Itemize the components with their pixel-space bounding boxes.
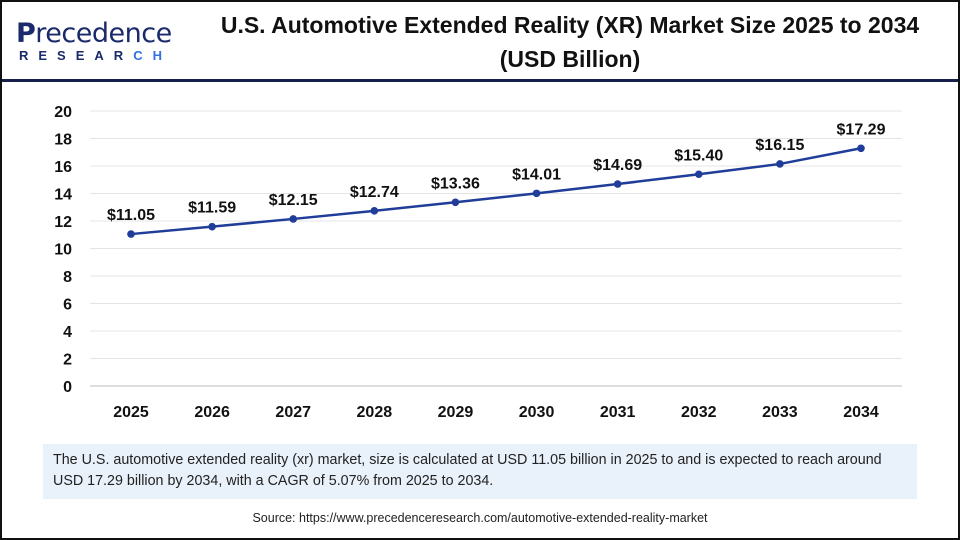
data-label: $12.15	[269, 192, 318, 209]
data-point	[127, 230, 135, 238]
logo-wordmark: Precedence	[16, 18, 172, 49]
data-label: $11.05	[107, 207, 155, 224]
y-tick-label: 2	[63, 352, 72, 369]
y-tick-label: 12	[54, 214, 72, 231]
source-text: Source: https://www.precedenceresearch.c…	[252, 511, 708, 525]
data-label: $16.15	[755, 137, 804, 154]
x-tick-label: 2028	[357, 404, 393, 421]
data-label: $14.69	[593, 157, 642, 174]
y-tick-label: 20	[54, 104, 72, 121]
series-line	[130, 147, 862, 236]
logo-subtitle: RESEARCH	[19, 48, 172, 63]
y-tick-label: 16	[54, 159, 72, 176]
x-tick-label: 2026	[194, 404, 230, 421]
y-tick-label: 14	[54, 187, 72, 204]
chart-description: The U.S. automotive extended reality (xr…	[43, 444, 917, 499]
precedence-research-logo: Precedence RESEARCH	[16, 18, 172, 65]
y-tick-label: 6	[63, 297, 72, 314]
data-point	[289, 215, 298, 223]
x-tick-label: 2034	[843, 404, 879, 421]
y-tick-label: 0	[63, 379, 72, 396]
x-tick-label: 2032	[681, 404, 717, 421]
data-point	[776, 160, 784, 168]
data-label: $12.74	[350, 184, 399, 201]
data-point	[532, 189, 541, 198]
data-label: $14.01	[512, 166, 561, 183]
x-tick-label: 2030	[519, 404, 555, 421]
data-point	[208, 222, 216, 231]
line-chart: 0 2 4 6 8 10 12 14 16 18 20 2025 2026 2027 2028 2029 203…	[54, 104, 902, 421]
y-tick-label: 8	[63, 269, 72, 286]
chart-title: U.S. Automotive Extended Reality (XR) Ma…	[220, 12, 920, 72]
data-label: $13.36	[431, 175, 480, 192]
data-point	[857, 144, 865, 153]
data-point	[370, 207, 379, 215]
data-label: $17.29	[837, 121, 886, 138]
x-tick-label: 2025	[113, 404, 149, 421]
x-tick-label: 2027	[275, 404, 311, 421]
data-label: $11.59	[188, 200, 236, 217]
header-divider	[2, 79, 958, 82]
data-point	[694, 170, 703, 179]
x-tick-label: 2029	[438, 404, 474, 421]
data-point	[613, 180, 622, 188]
x-tick-label: 2031	[600, 404, 636, 421]
x-tick-label: 2033	[762, 404, 798, 421]
y-tick-label: 10	[54, 242, 72, 259]
y-tick-label: 18	[54, 132, 72, 149]
data-label: $15.40	[674, 147, 723, 164]
y-tick-label: 4	[63, 324, 72, 341]
data-point	[451, 198, 460, 207]
